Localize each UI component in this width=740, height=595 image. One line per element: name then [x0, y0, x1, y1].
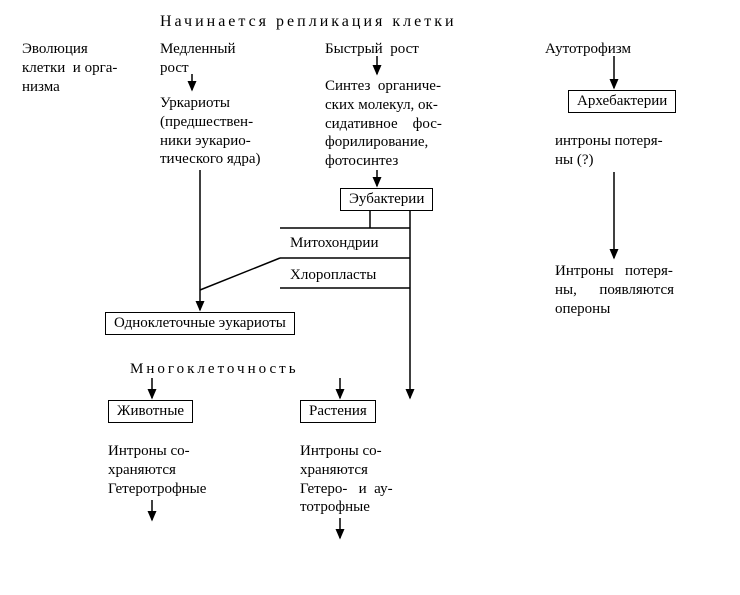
diagram-title: Начинается репликация клетки: [160, 12, 457, 32]
node-urkaryotes: Уркариоты (предшествен- ники эукарио- ти…: [160, 94, 261, 169]
col3-header: Быстрый рост: [325, 40, 419, 59]
node-synthesis: Синтез органиче- ских молекул, ок- сидат…: [325, 77, 442, 171]
note-plants: Интроны со- храняются Гетеро- и ау- тотр…: [300, 442, 393, 517]
node-eubacteria: Эубактерии: [340, 188, 433, 211]
note-introns-lost-q: интроны потеря- ны (?): [555, 132, 663, 170]
note-animals: Интроны со- храняются Гетеротрофные: [108, 442, 206, 498]
node-plants: Растения: [300, 400, 376, 423]
col1-header: Эволюция клетки и орга- низма: [22, 40, 117, 96]
node-multicellularity: Многоклеточность: [130, 360, 299, 379]
node-animals: Животные: [108, 400, 193, 423]
node-archaebacteria: Архебактерии: [568, 90, 676, 113]
node-chloroplasts: Хлоропласты: [290, 266, 376, 285]
note-introns-operons: Интроны потеря- ны, появляются опероны: [555, 262, 674, 318]
col2-header: Медленный рост: [160, 40, 236, 78]
node-mitochondria: Митохондрии: [290, 234, 379, 253]
node-unicellular: Одноклеточные эукариоты: [105, 312, 295, 335]
col4-header: Аутотрофизм: [545, 40, 631, 59]
